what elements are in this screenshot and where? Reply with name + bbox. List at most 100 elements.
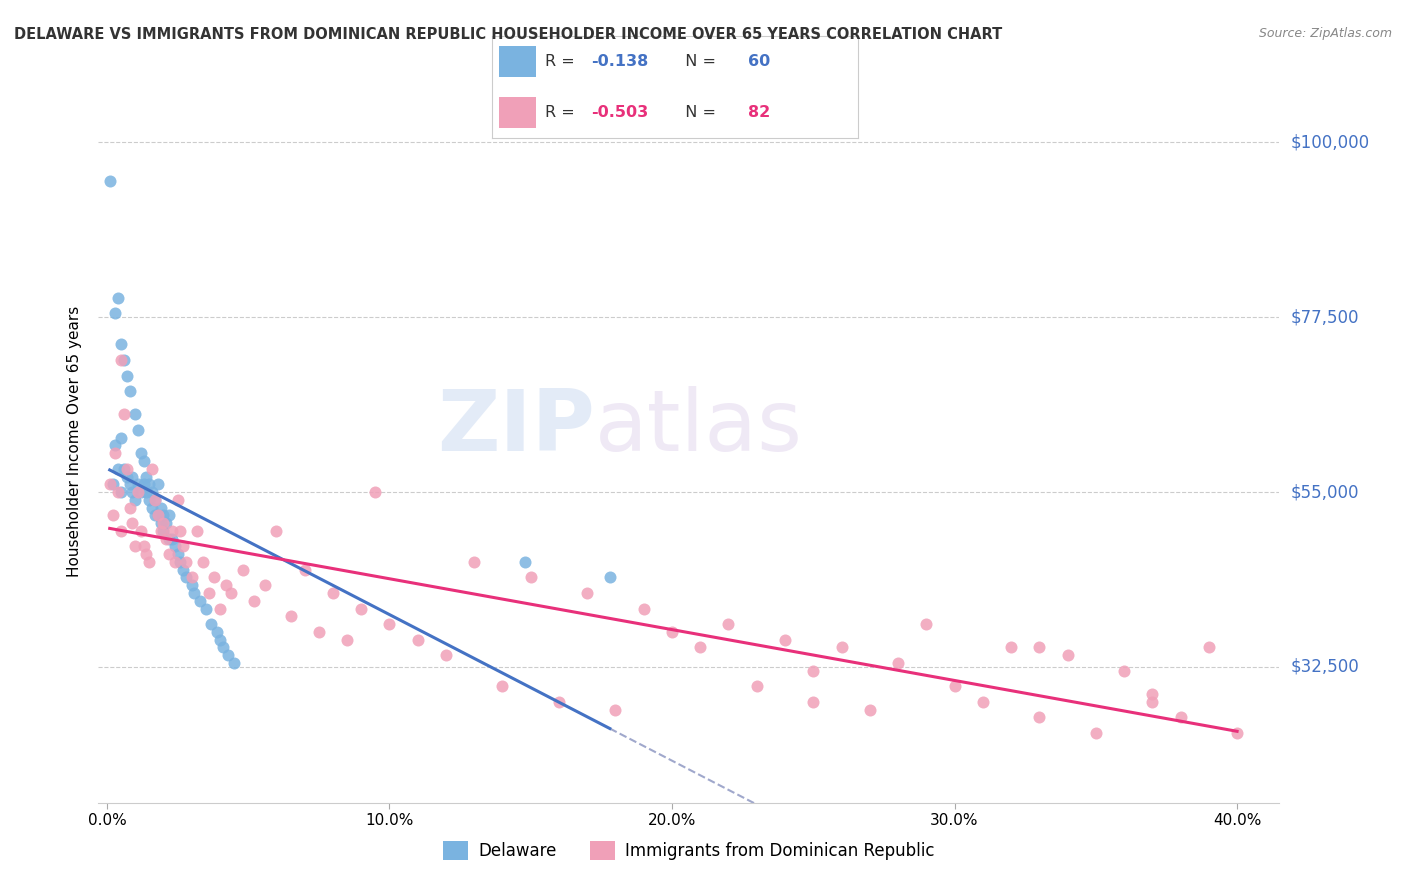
Point	[1142, 687, 1164, 701]
Point	[129, 524, 152, 538]
Point	[180, 570, 202, 584]
Point	[143, 492, 166, 507]
Point	[172, 563, 194, 577]
Point	[217, 648, 239, 663]
Point	[801, 664, 824, 678]
Point	[110, 485, 132, 500]
Point	[110, 524, 132, 538]
FancyBboxPatch shape	[499, 97, 536, 128]
Point	[745, 679, 768, 693]
Point	[141, 461, 163, 475]
Point	[801, 695, 824, 709]
Point	[243, 594, 266, 608]
Point	[222, 656, 245, 670]
Point	[191, 555, 214, 569]
Point	[434, 648, 457, 663]
Point	[112, 408, 135, 422]
Point	[378, 617, 401, 632]
Point	[266, 524, 288, 538]
Text: $77,500: $77,500	[1291, 309, 1360, 326]
Point	[773, 632, 796, 647]
Point	[157, 508, 180, 523]
Point	[491, 679, 513, 693]
Point	[180, 578, 202, 592]
Text: $32,500: $32,500	[1291, 657, 1360, 676]
Point	[107, 291, 129, 305]
Point	[717, 617, 740, 632]
Point	[110, 353, 132, 368]
Point	[143, 508, 166, 523]
Text: 82: 82	[748, 105, 770, 120]
Point	[135, 547, 157, 561]
Point	[118, 500, 141, 515]
Point	[155, 532, 177, 546]
Point	[599, 570, 621, 584]
Point	[194, 601, 217, 615]
Point	[110, 431, 132, 445]
Point	[605, 702, 627, 716]
Point	[138, 492, 160, 507]
Text: -0.138: -0.138	[591, 54, 648, 69]
Point	[118, 477, 141, 491]
Point	[127, 423, 149, 437]
Point	[146, 508, 169, 523]
Point	[322, 586, 344, 600]
Point	[118, 384, 141, 398]
Point	[211, 640, 233, 655]
Point	[1000, 640, 1022, 655]
Point	[633, 601, 655, 615]
Point	[831, 640, 853, 655]
Point	[1142, 695, 1164, 709]
Point	[1170, 710, 1192, 724]
Point	[661, 624, 683, 639]
Point	[138, 555, 160, 569]
Point	[174, 570, 197, 584]
Point	[943, 679, 966, 693]
Point	[124, 492, 146, 507]
Point	[163, 555, 186, 569]
Point	[174, 555, 197, 569]
Point	[200, 617, 222, 632]
Point	[132, 454, 155, 468]
Point	[1112, 664, 1135, 678]
Y-axis label: Householder Income Over 65 years: Householder Income Over 65 years	[67, 306, 83, 577]
Point	[143, 492, 166, 507]
Point	[1198, 640, 1220, 655]
Point	[548, 695, 571, 709]
Point	[364, 485, 387, 500]
Point	[169, 555, 191, 569]
Text: -0.503: -0.503	[591, 105, 648, 120]
Point	[107, 485, 129, 500]
Point	[169, 524, 191, 538]
Point	[859, 702, 882, 716]
Point	[202, 570, 225, 584]
Point	[336, 632, 359, 647]
Point	[129, 485, 152, 500]
Point	[98, 477, 121, 491]
Point	[135, 469, 157, 483]
Point	[308, 624, 330, 639]
Point	[146, 477, 169, 491]
Point	[129, 446, 152, 460]
Point	[208, 632, 231, 647]
Point	[155, 516, 177, 530]
Point	[280, 609, 302, 624]
Point	[231, 563, 253, 577]
Point	[152, 524, 174, 538]
Point	[104, 446, 127, 460]
Point	[121, 516, 143, 530]
Text: ZIP: ZIP	[437, 385, 595, 468]
Point	[146, 508, 169, 523]
Point	[166, 492, 188, 507]
Point	[141, 485, 163, 500]
Point	[98, 174, 121, 188]
Point	[115, 461, 138, 475]
Point	[149, 500, 172, 515]
Point	[141, 500, 163, 515]
Point	[915, 617, 938, 632]
Point	[124, 540, 146, 554]
Point	[160, 524, 183, 538]
Point	[197, 586, 219, 600]
Text: $100,000: $100,000	[1291, 134, 1369, 152]
Point	[104, 438, 127, 452]
